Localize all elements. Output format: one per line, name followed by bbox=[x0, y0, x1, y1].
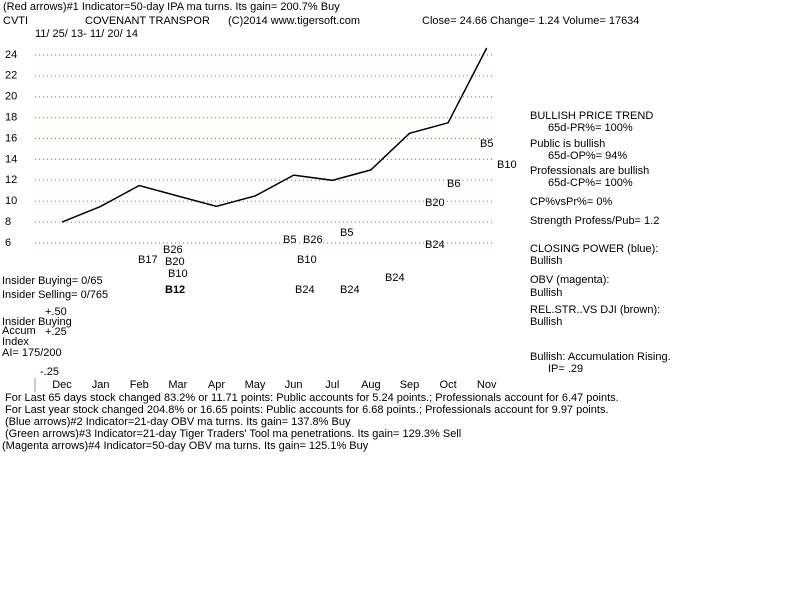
signal-label: B10 bbox=[297, 254, 317, 266]
annotation: Bullish bbox=[530, 316, 562, 328]
annotation: (C)2014 www.tigersoft.com bbox=[228, 15, 360, 27]
annotation: 65d-PR%= 100% bbox=[548, 122, 633, 134]
signal-label: B10 bbox=[168, 268, 188, 280]
annotation: Accum bbox=[2, 325, 36, 337]
annotation: CP%vsPr%= 0% bbox=[530, 196, 612, 208]
x-tick-label: Jun bbox=[285, 379, 303, 391]
y-tick-label: 6 bbox=[5, 237, 11, 249]
annotation: Insider Buying= 0/65 bbox=[2, 275, 103, 287]
signal-label: B17 bbox=[138, 254, 158, 266]
annotation: +.50 bbox=[45, 306, 67, 318]
signal-label: B26 bbox=[163, 244, 183, 256]
annotation: (Blue arrows)#2 Indicator=21-day OBV ma … bbox=[5, 416, 351, 428]
annotation: 65d-CP%= 100% bbox=[548, 177, 633, 189]
y-tick-label: 18 bbox=[5, 112, 17, 124]
annotation: Insider Buying bbox=[2, 316, 72, 328]
x-tick-label: Oct bbox=[440, 379, 457, 391]
y-tick-label: 10 bbox=[5, 195, 17, 207]
x-tick-label: Nov bbox=[477, 379, 497, 391]
y-tick-label: 24 bbox=[5, 49, 17, 61]
signal-label: B24 bbox=[385, 272, 405, 284]
annotation: 65d-OP%= 94% bbox=[548, 150, 627, 162]
annotation: Professionals are bullish bbox=[530, 165, 649, 177]
annotation: BULLISH PRICE TREND bbox=[530, 110, 653, 122]
y-tick-label: 20 bbox=[5, 91, 17, 103]
annotation: (Magenta arrows)#4 Indicator=50-day OBV … bbox=[2, 440, 369, 452]
y-tick-label: 22 bbox=[5, 70, 17, 82]
y-tick-label: 8 bbox=[5, 216, 11, 228]
signal-label: B5 bbox=[283, 234, 296, 246]
signal-label: B12 bbox=[165, 284, 185, 296]
signal-label: B24 bbox=[425, 239, 445, 251]
x-tick-label: Jul bbox=[325, 379, 339, 391]
signal-label: B5 bbox=[480, 138, 493, 150]
price-line bbox=[61, 47, 488, 223]
annotation: Bullish: Accumulation Rising. bbox=[530, 351, 671, 363]
annotation: Public is bullish bbox=[530, 138, 605, 150]
chart-title: COVENANT TRANSPOR bbox=[85, 15, 210, 27]
x-tick-label: Mar bbox=[168, 379, 187, 391]
annotation: OBV (magenta): bbox=[530, 274, 609, 286]
x-tick-label: May bbox=[245, 379, 266, 391]
signal-label: B5 bbox=[340, 227, 353, 239]
x-tick-label: Dec bbox=[52, 379, 72, 391]
x-tick-label: Apr bbox=[208, 379, 225, 391]
annotation: Strength Profess/Pub= 1.2 bbox=[530, 215, 659, 227]
signal-label: B20 bbox=[425, 197, 445, 209]
signal-label: B26 bbox=[303, 234, 323, 246]
signal-label: B6 bbox=[447, 178, 460, 190]
annotation: CVTI bbox=[3, 15, 28, 27]
annotation: +.25 bbox=[45, 326, 67, 338]
annotation: (Green arrows)#3 Indicator=21-day Tiger … bbox=[5, 428, 461, 440]
signal-label: B20 bbox=[165, 256, 185, 268]
annotation: For Last 65 days stock changed 83.2% or … bbox=[5, 392, 619, 404]
annotation: Insider Selling= 0/765 bbox=[2, 289, 108, 301]
annotation: Index bbox=[2, 336, 29, 348]
annotation: For Last year stock changed 204.8% or 16… bbox=[5, 404, 609, 416]
signal-label: B24 bbox=[295, 284, 315, 296]
y-tick-label: 16 bbox=[5, 132, 17, 144]
annotation: Close= 24.66 Change= 1.24 Volume= 17634 bbox=[422, 15, 639, 27]
annotation: REL.STR..VS DJI (brown): bbox=[530, 304, 660, 316]
y-tick-label: 12 bbox=[5, 174, 17, 186]
annotation: CLOSING POWER (blue): bbox=[530, 243, 658, 255]
annotation: IP= .29 bbox=[548, 363, 583, 375]
annotation: -.25 bbox=[40, 366, 59, 378]
annotation: Bullish bbox=[530, 255, 562, 267]
y-tick-label: 14 bbox=[5, 153, 17, 165]
annotation: (Red arrows)#1 Indicator=50-day IPA ma t… bbox=[3, 1, 340, 13]
x-tick-label: Feb bbox=[130, 379, 149, 391]
x-tick-label: Aug bbox=[361, 379, 381, 391]
annotation: AI= 175/200 bbox=[2, 347, 62, 359]
x-tick-label: Jan bbox=[92, 379, 110, 391]
x-tick-label: Sep bbox=[400, 379, 420, 391]
signal-label: B24 bbox=[340, 284, 360, 296]
signal-label: B10 bbox=[497, 159, 517, 171]
annotation: Bullish bbox=[530, 287, 562, 299]
annotation: 11/ 25/ 13- 11/ 20/ 14 bbox=[35, 28, 138, 40]
